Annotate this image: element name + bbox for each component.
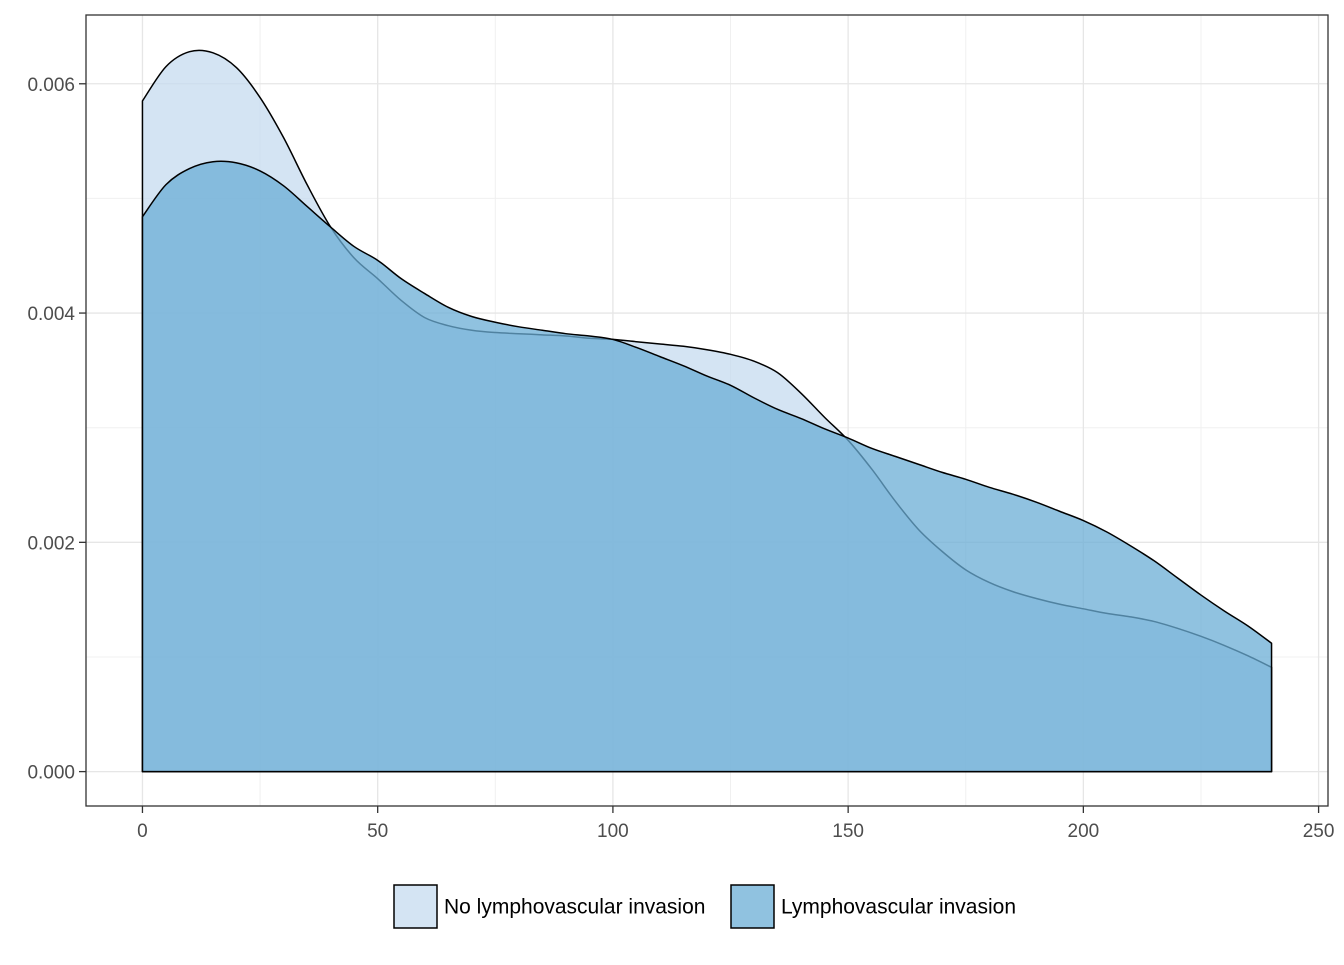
y-tick-label: 0.006 xyxy=(27,75,75,96)
legend-key-1 xyxy=(393,884,438,929)
density-area-2 xyxy=(141,160,1273,773)
legend-key-2 xyxy=(730,884,775,929)
x-tick-label: 200 xyxy=(1068,821,1100,842)
x-tick-label: 50 xyxy=(367,821,388,842)
x-axis: 0 50 100 150 200 250 xyxy=(137,806,1334,842)
y-tick-label: 0.002 xyxy=(27,533,75,554)
legend-label-1: No lymphovascular invasion xyxy=(444,896,705,919)
y-tick-label: 0.000 xyxy=(27,763,75,784)
y-axis: 0.000 0.002 0.004 0.006 xyxy=(27,75,86,784)
legend: No lymphovascular invasion Lymphovascular… xyxy=(393,884,1016,929)
density-areas xyxy=(141,49,1273,773)
y-tick-label: 0.004 xyxy=(27,304,75,325)
x-tick-label: 250 xyxy=(1303,821,1335,842)
legend-label-2: Lymphovascular invasion xyxy=(781,896,1016,919)
x-tick-label: 150 xyxy=(832,821,864,842)
x-tick-label: 100 xyxy=(597,821,629,842)
x-tick-label: 0 xyxy=(137,821,148,842)
plot-panel-border xyxy=(85,14,1329,807)
